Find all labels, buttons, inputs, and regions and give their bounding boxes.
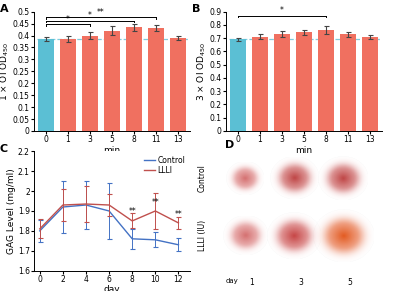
Text: 3: 3: [298, 278, 303, 287]
Text: *: *: [280, 6, 284, 15]
Text: **: **: [152, 198, 159, 207]
Text: A: A: [0, 4, 8, 15]
Bar: [252, 37, 268, 131]
Text: B: B: [192, 4, 200, 15]
Text: 5: 5: [348, 278, 352, 287]
Text: C: C: [0, 144, 8, 154]
X-axis label: min: min: [104, 146, 120, 155]
Bar: [274, 34, 290, 131]
Text: D: D: [225, 141, 234, 150]
Text: Control: Control: [198, 164, 207, 192]
Bar: [170, 38, 186, 131]
Bar: [38, 39, 54, 131]
X-axis label: min: min: [296, 146, 312, 155]
Bar: [104, 31, 120, 131]
Bar: [340, 34, 356, 131]
Bar: [126, 27, 142, 131]
Bar: [296, 32, 312, 131]
Text: day: day: [225, 278, 238, 284]
Text: **: **: [128, 207, 136, 216]
Y-axis label: 1 × OI OD$_{450}$: 1 × OI OD$_{450}$: [0, 42, 12, 101]
Bar: [362, 37, 378, 131]
Text: **: **: [97, 8, 105, 17]
Bar: [60, 39, 76, 131]
Bar: [318, 30, 334, 131]
Text: 1: 1: [249, 278, 254, 287]
Y-axis label: 3 × OI OD$_{450}$: 3 × OI OD$_{450}$: [196, 42, 208, 101]
Legend: Control, LLLI: Control, LLLI: [143, 155, 186, 176]
X-axis label: day: day: [104, 285, 120, 291]
Text: **: **: [174, 210, 182, 219]
Text: LLLI (IU): LLLI (IU): [198, 220, 207, 251]
Text: *: *: [66, 15, 70, 24]
Y-axis label: GAG Level (mg/ml): GAG Level (mg/ml): [8, 168, 16, 254]
Bar: [148, 28, 164, 131]
Text: *: *: [88, 11, 92, 20]
Bar: [82, 36, 98, 131]
Bar: [230, 40, 246, 131]
